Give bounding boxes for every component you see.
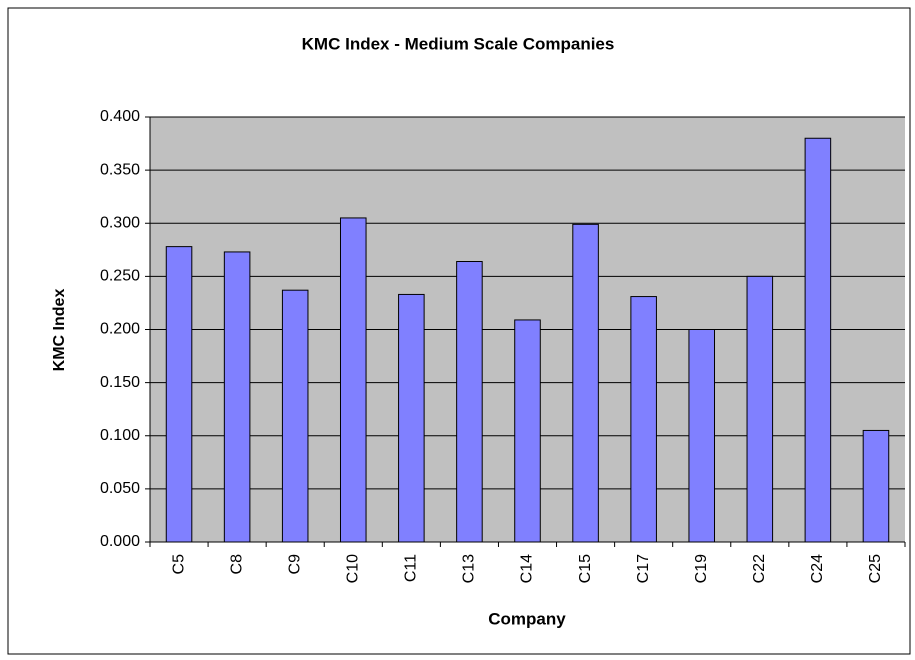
x-tick-label: C25 bbox=[867, 554, 884, 583]
x-tick-label: C19 bbox=[693, 554, 710, 583]
y-tick-label: 0.300 bbox=[100, 214, 140, 231]
bar bbox=[223, 251, 251, 543]
x-tick-label: C8 bbox=[228, 554, 245, 575]
y-tick-label: 0.350 bbox=[100, 161, 140, 178]
x-tick-label: C24 bbox=[809, 554, 826, 583]
bar bbox=[804, 137, 832, 543]
bar bbox=[862, 429, 890, 543]
bar bbox=[398, 293, 425, 543]
x-tick-label: C15 bbox=[577, 554, 594, 583]
bar bbox=[281, 289, 309, 543]
y-tick-label: 0.250 bbox=[100, 268, 140, 285]
bar bbox=[339, 217, 367, 543]
bar bbox=[514, 319, 541, 543]
y-tick-label: 0.150 bbox=[100, 374, 140, 391]
y-axis-label: KMC Index bbox=[51, 289, 68, 372]
x-tick-label: C5 bbox=[170, 554, 187, 575]
bar bbox=[456, 261, 483, 543]
x-tick-label: C17 bbox=[635, 554, 652, 583]
bar bbox=[572, 223, 599, 543]
y-tick-label: 0.200 bbox=[100, 321, 140, 338]
x-tick-label: C22 bbox=[751, 554, 768, 583]
bar bbox=[630, 296, 657, 543]
bar bbox=[165, 246, 193, 543]
bar bbox=[746, 275, 774, 543]
x-tick-label: C14 bbox=[519, 554, 536, 583]
x-tick-label: C11 bbox=[403, 554, 420, 582]
x-tick-label: C10 bbox=[344, 554, 361, 583]
chart-title: KMC Index - Medium Scale Companies bbox=[302, 34, 615, 53]
x-axis-label: Company bbox=[488, 609, 566, 628]
y-tick-label: 0.000 bbox=[100, 533, 140, 550]
y-tick-label: 0.100 bbox=[100, 427, 140, 444]
y-tick-label: 0.050 bbox=[100, 480, 140, 497]
x-tick-label: C9 bbox=[286, 554, 303, 575]
y-tick-label: 0.400 bbox=[100, 108, 140, 125]
bar bbox=[688, 329, 716, 543]
x-tick-label: C13 bbox=[461, 554, 478, 583]
